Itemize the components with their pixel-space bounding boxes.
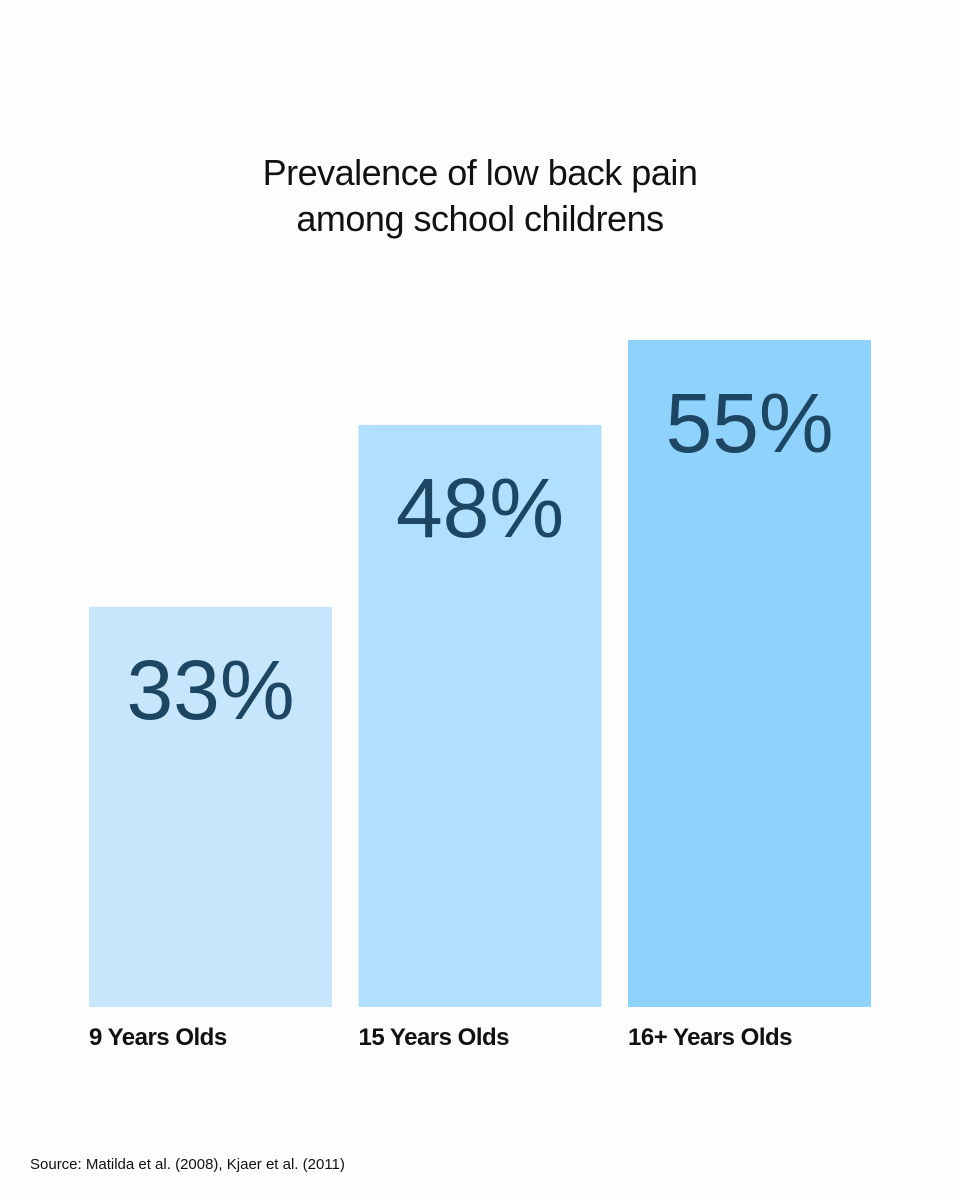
value-label: 55% xyxy=(665,376,833,470)
value-label: 48% xyxy=(396,461,564,555)
value-label: 33% xyxy=(126,643,294,737)
chart-title: Prevalence of low back pain among school… xyxy=(262,152,698,239)
source-note: Source: Matilda et al. (2008), Kjaer et … xyxy=(30,1156,345,1173)
bar xyxy=(89,606,332,1007)
category-label: 9 Years Olds xyxy=(89,1024,227,1051)
category-label: 16+ Years Olds xyxy=(628,1024,792,1051)
bar xyxy=(358,424,602,1008)
bar xyxy=(628,340,871,1007)
category-label: 15 Years Olds xyxy=(359,1024,510,1051)
